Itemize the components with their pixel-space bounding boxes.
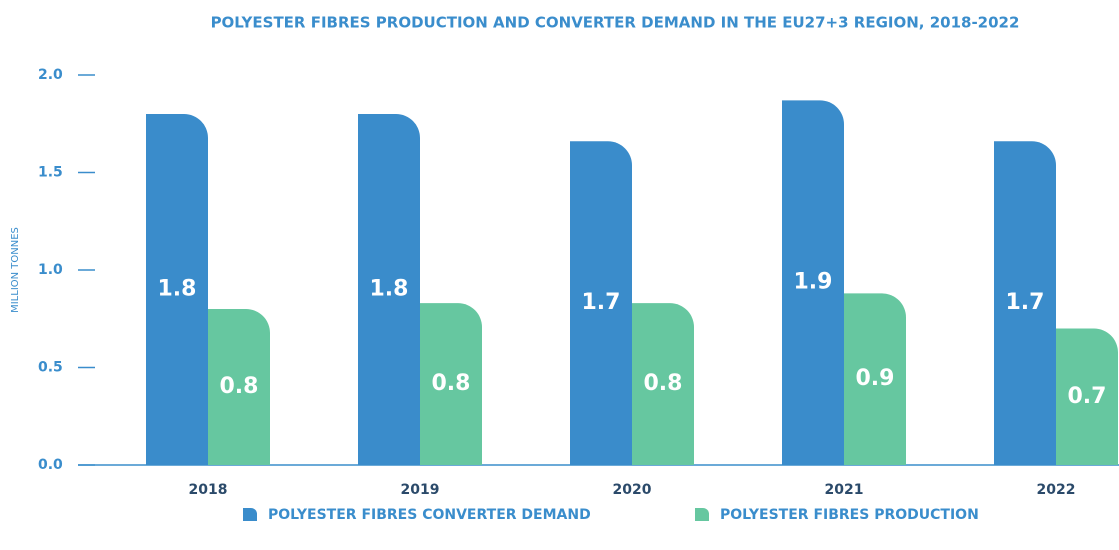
legend-swatch [695, 508, 709, 521]
legend-label: POLYESTER FIBRES CONVERTER DEMAND [268, 507, 591, 523]
value-label: 1.9 [794, 270, 833, 295]
bar [208, 309, 270, 465]
x-tick-label: 2020 [613, 482, 652, 498]
y-tick-label: 2.0 [38, 67, 63, 83]
y-tick-label: 0.5 [38, 360, 63, 376]
x-tick-label: 2019 [401, 482, 440, 498]
y-tick-label: 0.0 [38, 457, 63, 473]
value-label: 1.8 [370, 277, 409, 302]
value-label: 0.7 [1068, 384, 1107, 409]
bar [782, 100, 844, 465]
y-tick-label: 1.5 [38, 165, 63, 181]
bar [570, 141, 632, 466]
y-axis-label: MILLION TONNES [10, 227, 21, 313]
x-tick-label: 2018 [189, 482, 228, 498]
x-tick-label: 2022 [1037, 482, 1076, 498]
y-tick-label: 1.0 [38, 262, 63, 278]
bar [632, 303, 694, 465]
chart-title: POLYESTER FIBRES PRODUCTION AND CONVERTE… [211, 14, 1020, 32]
bar [146, 114, 208, 465]
value-label: 0.8 [220, 374, 259, 399]
legend-label: POLYESTER FIBRES PRODUCTION [720, 507, 979, 523]
value-label: 1.7 [1006, 290, 1045, 315]
value-label: 1.7 [582, 290, 621, 315]
bar [1056, 328, 1118, 465]
value-label: 0.9 [856, 366, 895, 391]
value-label: 0.8 [644, 371, 683, 396]
bar [994, 141, 1056, 466]
x-tick-label: 2021 [825, 482, 864, 498]
value-label: 0.8 [432, 371, 471, 396]
value-label: 1.8 [158, 277, 197, 302]
legend-swatch [243, 508, 257, 521]
bar [420, 303, 482, 465]
bar [844, 293, 906, 465]
bar [358, 114, 420, 465]
